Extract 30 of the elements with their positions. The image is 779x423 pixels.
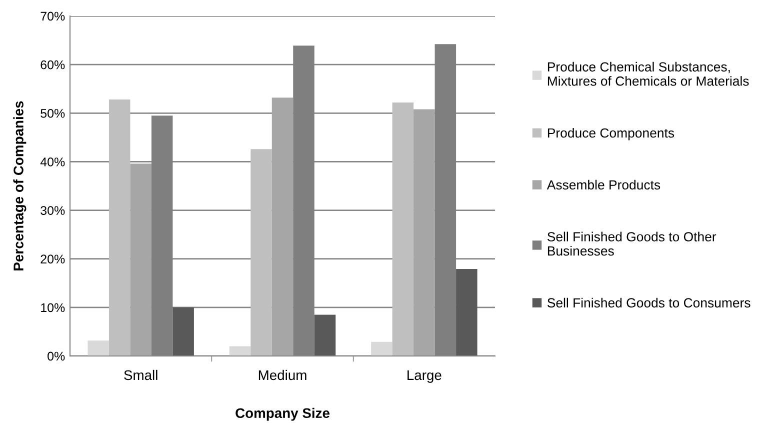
y-tick-label: 20%	[40, 254, 65, 264]
bar	[456, 269, 478, 356]
bar	[414, 109, 435, 356]
bar	[272, 98, 294, 356]
x-axis-title: Company Size	[236, 408, 330, 421]
legend-label: Produce Chemical Substances, Mixtures of Chemicals or Materials	[548, 62, 749, 86]
bar	[229, 346, 251, 356]
x-tick-label: Large	[408, 370, 442, 383]
legend-label: Produce Components	[548, 128, 674, 140]
bar	[172, 307, 194, 356]
x-tick-label: Small	[124, 370, 158, 380]
y-tick-label: 10%	[41, 303, 65, 312]
y-tick-label: 40%	[40, 158, 65, 166]
bar	[130, 164, 152, 356]
y-tick-label: 60%	[40, 60, 65, 70]
y-tick-label: 30%	[40, 206, 65, 215]
bar	[371, 342, 392, 356]
legend-label: Assemble Products	[546, 180, 660, 190]
bar	[392, 102, 414, 356]
legend-label: Sell Finished Goods to Other Businesses	[547, 232, 716, 256]
legend-label: Sell Finished Goods to Consumers	[547, 298, 750, 308]
y-tick-label: 0%	[48, 352, 65, 361]
bar	[250, 149, 272, 356]
x-tick-label: Medium	[258, 370, 306, 380]
y-axis-title: Percentage of Companies	[13, 101, 26, 270]
y-tick-label: 50%	[40, 108, 65, 118]
bar	[88, 340, 109, 356]
bar	[314, 314, 336, 356]
y-tick-label: 70%	[40, 12, 65, 21]
bar	[108, 100, 130, 356]
